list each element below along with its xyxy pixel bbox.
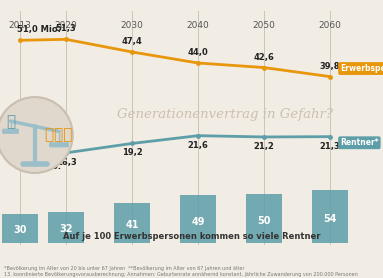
Bar bbox=[114, 203, 150, 243]
Text: 47,4: 47,4 bbox=[122, 37, 142, 46]
Text: 15,1 Mio.: 15,1 Mio. bbox=[16, 162, 61, 171]
Text: 19,2: 19,2 bbox=[122, 148, 142, 157]
Text: 21,6: 21,6 bbox=[188, 140, 208, 150]
Text: 51,3: 51,3 bbox=[56, 24, 77, 34]
FancyBboxPatch shape bbox=[49, 142, 69, 147]
Bar bbox=[2, 214, 38, 243]
Text: Rentner*: Rentner* bbox=[340, 138, 379, 147]
Text: 2020: 2020 bbox=[55, 21, 77, 30]
Text: 2013: 2013 bbox=[8, 21, 31, 30]
Text: 21,2: 21,2 bbox=[254, 142, 275, 151]
Bar bbox=[180, 195, 216, 243]
Text: 42,6: 42,6 bbox=[254, 53, 275, 62]
FancyBboxPatch shape bbox=[2, 129, 19, 134]
Text: 49: 49 bbox=[192, 217, 205, 227]
Text: Generationenvertrag in Gefahr?: Generationenvertrag in Gefahr? bbox=[116, 108, 332, 121]
Text: 2040: 2040 bbox=[187, 21, 210, 30]
Text: 21,3: 21,3 bbox=[320, 142, 340, 150]
Text: 54: 54 bbox=[323, 214, 337, 224]
Text: 39,8: 39,8 bbox=[320, 62, 340, 71]
Text: Erwerbspersonen: Erwerbspersonen bbox=[340, 64, 383, 73]
Text: Auf je 100 Erwerbspersonen kommen so viele Rentner: Auf je 100 Erwerbspersonen kommen so vie… bbox=[63, 232, 320, 241]
Text: 41: 41 bbox=[125, 220, 139, 230]
Text: 30: 30 bbox=[13, 225, 26, 235]
Text: 44,0: 44,0 bbox=[188, 48, 208, 57]
Bar bbox=[48, 212, 84, 243]
Text: 👨‍👩‍👦: 👨‍👩‍👦 bbox=[45, 127, 73, 142]
Bar bbox=[312, 190, 348, 243]
Bar bbox=[246, 194, 282, 243]
Text: 🧍: 🧍 bbox=[6, 114, 15, 129]
Text: 2030: 2030 bbox=[121, 21, 144, 30]
Text: *Bevölkerung im Alter von 20 bis unter 67 Jahren  **Bevölkerung im Alter von 67 : *Bevölkerung im Alter von 20 bis unter 6… bbox=[4, 266, 358, 277]
Circle shape bbox=[0, 97, 73, 173]
Text: 16,3: 16,3 bbox=[56, 158, 77, 167]
Text: 2060: 2060 bbox=[319, 21, 342, 30]
Text: 32: 32 bbox=[59, 224, 73, 234]
Text: 2050: 2050 bbox=[253, 21, 276, 30]
Text: 50: 50 bbox=[257, 216, 271, 226]
Circle shape bbox=[32, 161, 38, 167]
Text: 51,0 Mio.: 51,0 Mio. bbox=[16, 26, 61, 34]
